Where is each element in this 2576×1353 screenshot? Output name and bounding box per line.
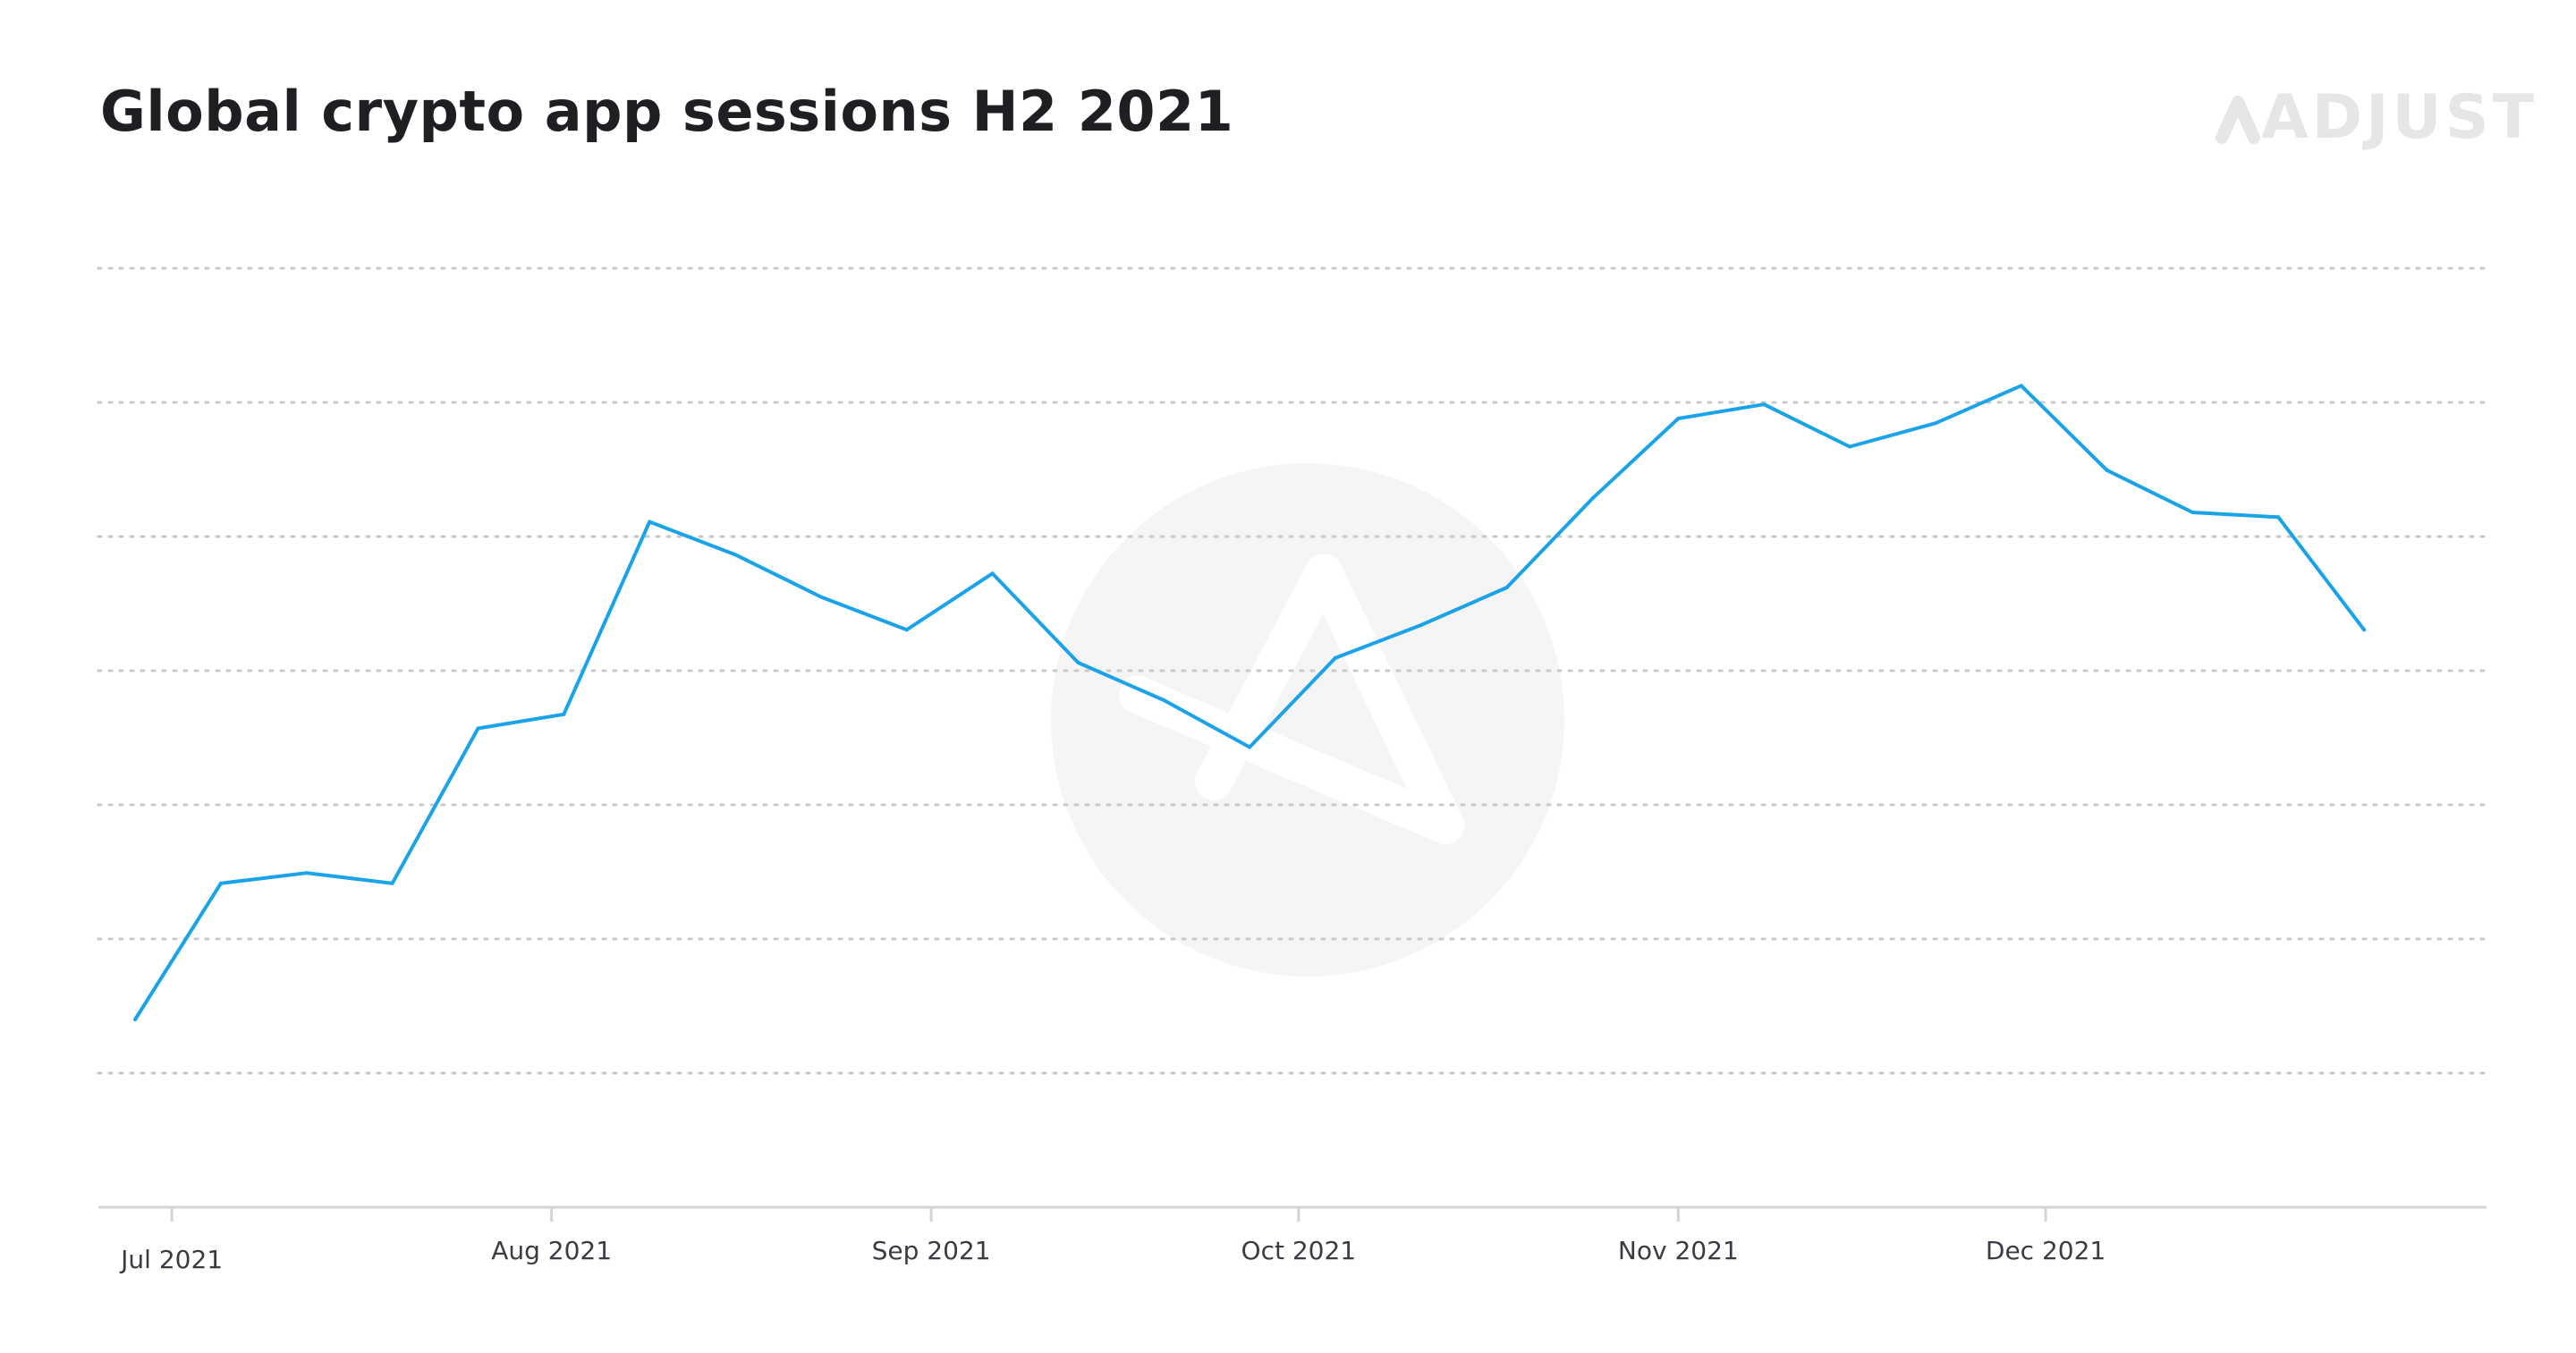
adjust-logo-text: ADJUST	[2261, 82, 2538, 153]
data-point	[1590, 496, 1595, 501]
data-point	[218, 881, 223, 885]
data-point	[1333, 655, 1337, 660]
x-tick-label: Dec 2021	[1986, 1236, 2106, 1265]
data-point	[2019, 384, 2023, 388]
data-point	[2362, 628, 2367, 632]
data-point	[1248, 745, 1252, 749]
data-point	[733, 553, 737, 557]
adjust-watermark	[1051, 463, 1564, 977]
data-point	[304, 871, 309, 875]
series-layer	[133, 384, 2367, 1021]
data-point	[1076, 661, 1080, 664]
data-point	[1676, 417, 1681, 420]
data-point	[2276, 515, 2281, 520]
data-point	[1419, 623, 1423, 627]
data-point	[562, 712, 566, 716]
data-point	[390, 881, 394, 885]
data-point	[990, 571, 995, 576]
data-point	[1504, 586, 1509, 589]
data-point	[1162, 698, 1166, 702]
x-tick-label: Sep 2021	[872, 1236, 991, 1265]
adjust-logo: ADJUST	[2215, 82, 2534, 154]
data-point	[904, 628, 909, 632]
data-point	[648, 520, 652, 524]
x-tick-label: Nov 2021	[1618, 1236, 1739, 1265]
data-point	[1933, 421, 1937, 426]
data-point	[1848, 444, 1852, 449]
data-point	[2105, 468, 2109, 472]
data-point	[1762, 402, 1767, 407]
data-point	[476, 726, 480, 731]
adjust-logo-icon	[2216, 96, 2260, 144]
data-point	[133, 1018, 138, 1021]
x-tick-label: Aug 2021	[491, 1236, 612, 1265]
x-tick-label: Jul 2021	[119, 1245, 223, 1274]
x-ticks: Jul 2021 Aug 2021 Sep 2021 Oct 2021 Nov 2021…	[119, 1207, 2106, 1274]
gridlines	[97, 266, 2488, 1075]
data-point	[818, 595, 823, 599]
chart-title: Global crypto app sessions H2 2021	[100, 79, 1234, 144]
data-point	[2190, 511, 2195, 514]
x-tick-label: Oct 2021	[1241, 1236, 1357, 1265]
